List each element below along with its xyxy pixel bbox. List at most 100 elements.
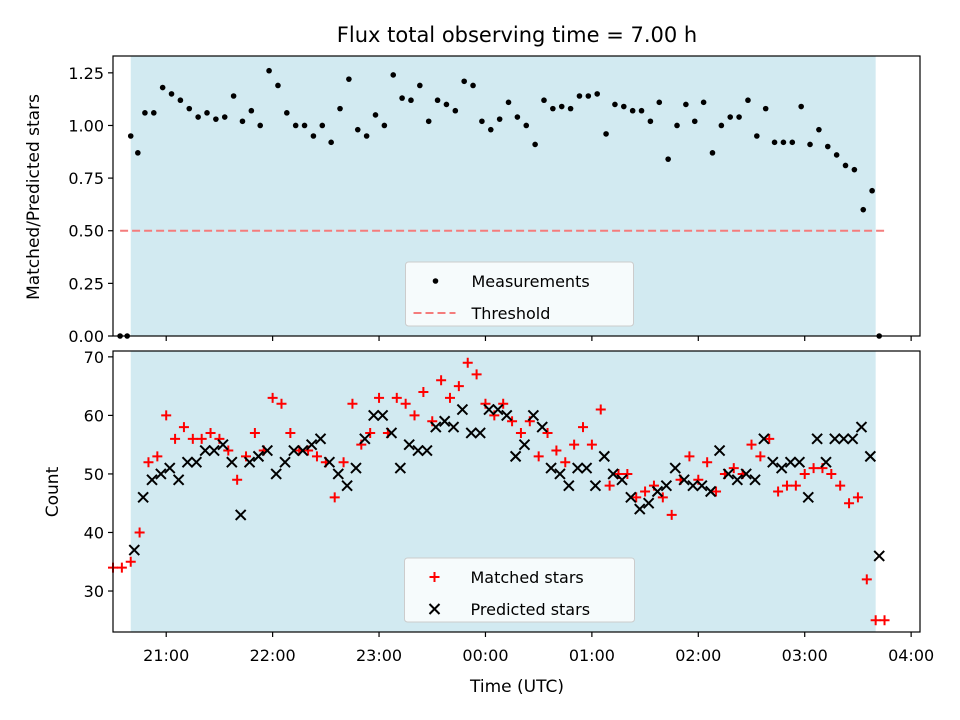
matched-stars-point: [453, 381, 464, 392]
predicted-stars-point: [864, 450, 877, 463]
measurements-point: [177, 97, 184, 104]
predicted-stars-point: [784, 456, 797, 468]
measurements-point: [443, 101, 450, 108]
matched-stars-point: [152, 451, 163, 462]
matched-stars-point: [338, 457, 349, 468]
measurements-point: [399, 95, 405, 101]
measurements-point: [842, 162, 849, 169]
predicted-stars-point: [713, 444, 726, 457]
predicted-stars-point: [270, 468, 282, 480]
matched-stars-point: [569, 439, 580, 450]
measurements-point: [230, 93, 237, 99]
x-tick-label: 22:00: [250, 646, 296, 665]
predicted-stars-point: [749, 474, 761, 486]
predicted-stars-point: [527, 409, 540, 422]
matched-stars-point: [702, 457, 713, 468]
matched-stars-point: [400, 398, 411, 409]
measurements-point: [346, 76, 352, 82]
measurements-point: [363, 133, 370, 139]
predicted-stars-point: [243, 456, 256, 468]
measurements-point: [354, 126, 361, 133]
y-tick-label: 70: [84, 348, 104, 367]
y-tick-label: 1.25: [68, 64, 104, 83]
measurements-point: [558, 103, 565, 110]
matched-stars-point: [879, 615, 890, 626]
predicted-stars-point: [625, 491, 637, 504]
measurements-point: [470, 82, 476, 89]
predicted-stars-point: [323, 456, 336, 468]
matched-stars-point: [799, 468, 810, 479]
measurements-point: [417, 82, 423, 89]
predicted-stars-point: [234, 509, 247, 521]
matched-stars-point: [711, 486, 722, 497]
axes-frame: [112, 55, 921, 337]
measurements-point: [674, 122, 680, 129]
measurements-point: [629, 107, 636, 114]
matched-stars-point: [161, 410, 172, 421]
measurements-point: [754, 133, 760, 139]
measurements-point: [284, 110, 290, 116]
legend-box: [405, 261, 634, 327]
measurements-point: [833, 152, 840, 158]
measurements-point: [567, 105, 574, 112]
predicted-stars-point: [793, 456, 806, 468]
legend-marker: [429, 572, 440, 582]
matched-stars-point: [444, 392, 455, 403]
measurements-point: [736, 114, 742, 120]
measurements-point: [159, 84, 166, 91]
matched-stars-point: [205, 427, 216, 438]
axes-frame: [112, 350, 921, 633]
y-tick-label: 1.00: [68, 116, 104, 135]
measurements-point: [135, 150, 141, 156]
matched-stars-point: [560, 457, 571, 468]
predicted-stars-point: [705, 485, 717, 498]
y-tick-label: 60: [84, 406, 104, 425]
measurements-point: [408, 97, 414, 104]
matched-stars-point: [462, 357, 473, 368]
predicted-stars-point: [536, 421, 548, 433]
measurements-point: [434, 97, 441, 104]
matched-stars-point: [436, 375, 447, 386]
measurements-point: [328, 139, 334, 146]
predicted-stars-point: [252, 450, 265, 463]
predicted-stars-point: [846, 433, 859, 445]
matched-stars-point: [835, 480, 846, 491]
predicted-stars-point: [616, 474, 628, 486]
predicted-stars-point: [164, 462, 176, 474]
legend-label: Matched stars: [471, 568, 584, 587]
predicted-stars-point: [580, 462, 593, 474]
measurements-point: [381, 122, 388, 129]
legend-label: Predicted stars: [471, 600, 591, 619]
predicted-stars-point: [217, 438, 229, 451]
predicted-stars-point: [314, 433, 327, 445]
measurements-point: [221, 114, 228, 120]
measurements-point: [496, 116, 503, 122]
measurements-point: [310, 133, 317, 139]
predicted-stars-point: [332, 468, 344, 480]
predicted-stars-point: [802, 491, 814, 504]
predicted-stars-point: [208, 444, 220, 457]
predicted-stars-point: [465, 427, 477, 439]
measurements-point: [798, 103, 804, 110]
measurements-point: [541, 97, 547, 104]
bottom-legend: Matched stars Predicted stars: [404, 557, 635, 623]
measurements-point: [603, 131, 609, 137]
measurements-point: [824, 143, 831, 150]
measurements-point: [292, 122, 299, 129]
predicted-stars-point: [775, 462, 788, 474]
bottom-x-axis-label: Time (UTC): [469, 677, 564, 697]
predicted-stars-point: [678, 474, 690, 486]
predicted-stars-point: [696, 479, 708, 492]
predicted-stars-point: [305, 438, 318, 451]
predicted-stars-point: [385, 427, 398, 439]
predicted-stars-point: [855, 421, 868, 433]
predicted-stars-point: [607, 468, 619, 480]
predicted-stars-point: [447, 421, 460, 433]
predicted-stars-point: [669, 462, 681, 474]
y-tick-label: 40: [84, 523, 104, 542]
measurements-point: [780, 139, 787, 146]
measurements-point: [656, 99, 663, 106]
predicted-stars-point: [492, 403, 504, 416]
predicted-stars-point: [731, 474, 744, 486]
